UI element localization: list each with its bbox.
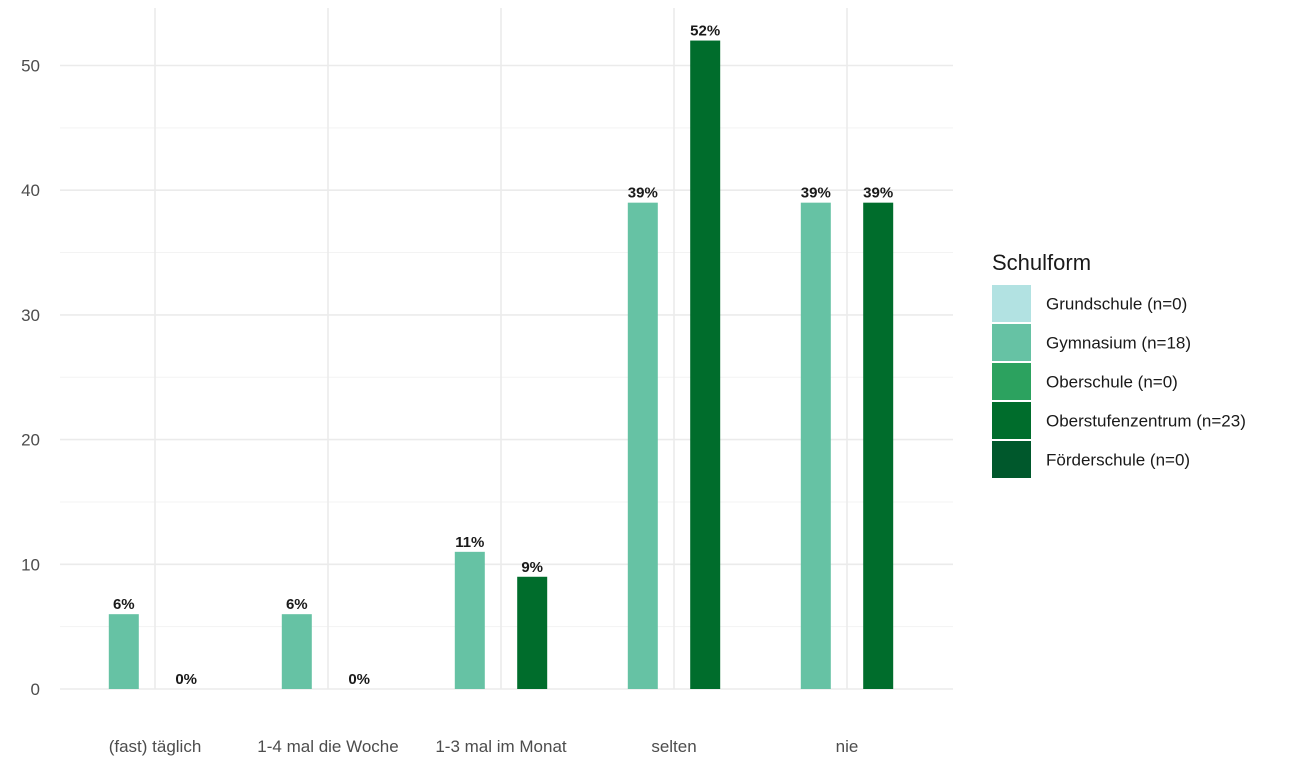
bar-value-label: 11%	[455, 534, 484, 551]
bar	[281, 614, 312, 689]
legend-label: Oberstufenzentrum (n=23)	[1046, 412, 1246, 431]
legend-key	[992, 285, 1031, 322]
bar	[800, 202, 831, 690]
y-tick-label: 20	[21, 431, 40, 450]
legend-key	[992, 324, 1031, 361]
axes: 0 10 20 30 40 50 (fast) täglich 1-4 mal die Woc…	[21, 57, 858, 757]
bar-value-label: 39%	[628, 185, 658, 202]
legend-label: Oberschule (n=0)	[1046, 373, 1178, 392]
x-tick-label: 1-4 mal die Woche	[257, 737, 398, 756]
x-tick-label: 1-3 mal im Monat	[435, 737, 567, 756]
data-labels: 6% 6% 11% 39% 39% 0% 0% 9% 52% 39%	[113, 23, 893, 688]
bar-value-label: 52%	[690, 23, 720, 40]
legend-key	[992, 402, 1031, 439]
bar-value-label: 39%	[863, 185, 893, 202]
y-tick-label: 40	[21, 181, 40, 200]
y-tick-label: 0	[31, 680, 40, 699]
bar-value-label: 0%	[175, 671, 197, 688]
legend-key	[992, 363, 1031, 400]
y-tick-label: 30	[21, 306, 40, 325]
legend: Schulform Grundschule (n=0) Gymnasium (n=…	[992, 250, 1246, 478]
bar-value-label: 6%	[286, 596, 308, 613]
bar	[454, 551, 485, 689]
y-tick-label: 10	[21, 555, 40, 574]
bar	[108, 614, 139, 689]
x-tick-label: (fast) täglich	[109, 737, 202, 756]
bars	[108, 40, 894, 690]
bar	[627, 202, 658, 690]
bar	[517, 576, 548, 689]
y-tick-label: 50	[21, 57, 40, 76]
bar-value-label: 6%	[113, 596, 135, 613]
bar-value-label: 0%	[348, 671, 370, 688]
bar	[863, 202, 894, 690]
legend-key	[992, 441, 1031, 478]
legend-label: Grundschule (n=0)	[1046, 295, 1187, 314]
x-tick-label: selten	[651, 737, 696, 756]
legend-title: Schulform	[992, 250, 1091, 275]
bar-value-label: 9%	[521, 559, 543, 576]
legend-label: Förderschule (n=0)	[1046, 451, 1190, 470]
bar-value-label: 39%	[801, 185, 831, 202]
legend-label: Gymnasium (n=18)	[1046, 334, 1191, 353]
grid	[60, 8, 953, 690]
x-tick-label: nie	[836, 737, 859, 756]
bar	[690, 40, 721, 690]
